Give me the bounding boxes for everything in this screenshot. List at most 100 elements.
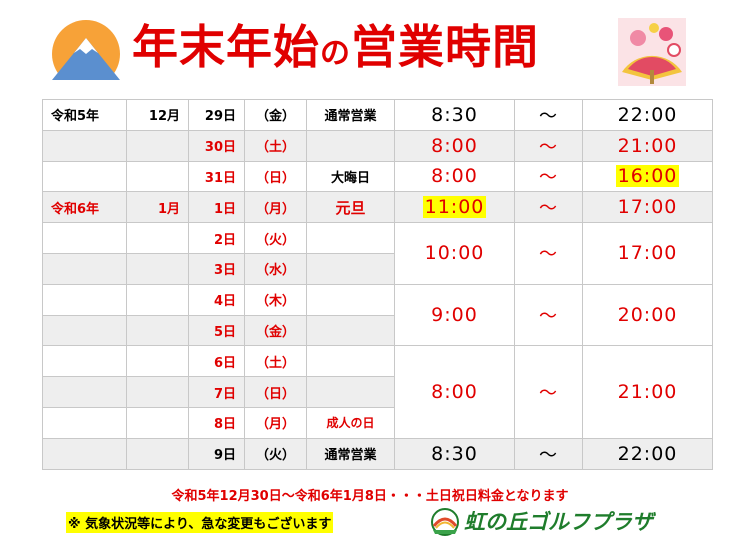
month-cell (126, 406, 189, 439)
day-cell: 5日 (188, 314, 245, 347)
open-time-cell: 8:00 (394, 129, 515, 162)
note-cell: 通常営業 (306, 99, 395, 131)
day-cell: 9日 (188, 437, 245, 470)
era-cell (42, 406, 127, 439)
weekday-cell: （火） (244, 437, 307, 470)
mount-fuji-sunrise-icon (50, 20, 122, 90)
separator-cell: ～ (514, 99, 583, 131)
era-cell (42, 129, 127, 162)
title-tail: 営業時間 (351, 20, 539, 74)
table-row: 31日 （日） 大晦日 8:00 ～ 16:00 (42, 160, 713, 193)
note-cell (306, 129, 395, 162)
weekday-cell: （木） (244, 283, 307, 316)
era-cell (42, 160, 127, 193)
month-cell: 1月 (126, 191, 189, 224)
weekday-cell: （月） (244, 406, 307, 439)
highlighted-time: 11:00 (422, 196, 487, 219)
month-cell (126, 376, 189, 408)
note-cell: 大晦日 (306, 160, 395, 193)
day-cell: 2日 (188, 222, 245, 254)
note-cell (306, 283, 395, 316)
brand-logo: 虹の丘ゴルフプラザ (430, 506, 680, 538)
note-cell: 元旦 (306, 191, 395, 224)
era-cell (42, 283, 127, 316)
separator-cell: ～ (514, 222, 583, 285)
holiday-rate-note: 令和5年12月30日～令和6年1月8日・・・土日祝日料金となります (171, 489, 569, 504)
close-time-cell: 17:00 (582, 222, 713, 285)
month-cell (126, 252, 189, 285)
separator-cell: ～ (514, 437, 583, 470)
close-time-cell: 22:00 (582, 99, 713, 131)
weekday-cell: （火） (244, 222, 307, 254)
weekday-cell: （土） (244, 345, 307, 378)
day-cell: 7日 (188, 376, 245, 408)
era-cell: 令和5年 (42, 99, 127, 131)
title-particle: の (320, 36, 351, 71)
day-cell: 1日 (188, 191, 245, 224)
new-year-fan-icon (618, 18, 686, 86)
era-cell (42, 252, 127, 285)
day-cell: 30日 (188, 129, 245, 162)
table-row: 9日 （火） 通常営業 8:30 ～ 22:00 (42, 437, 713, 470)
open-time-cell: 8:30 (394, 99, 515, 131)
table-row: 4日 （木） 9:00 ～ 20:00 (42, 283, 713, 347)
open-time-cell: 11:00 (394, 191, 515, 224)
close-time-cell: 20:00 (582, 283, 713, 347)
era-cell: 令和6年 (42, 191, 127, 224)
weekday-cell: （金） (244, 99, 307, 131)
day-cell: 6日 (188, 345, 245, 378)
close-time-cell: 16:00 (582, 160, 713, 193)
note-cell (306, 345, 395, 378)
note-cell (306, 252, 395, 285)
separator-cell: ～ (514, 345, 583, 439)
note-cell: 通常営業 (306, 437, 395, 470)
close-time-cell: 17:00 (582, 191, 713, 224)
open-time-cell: 10:00 (394, 222, 515, 285)
business-hours-table: 令和5年 12月 29日 （金） 通常営業 8:30 ～ 22:00 30日 （… (42, 99, 713, 470)
month-cell (126, 129, 189, 162)
month-cell (126, 283, 189, 316)
month-cell (126, 222, 189, 254)
day-cell: 31日 (188, 160, 245, 193)
golf-ball-logo-icon (431, 508, 459, 536)
note-cell (306, 222, 395, 254)
title-main: 年末年始 (132, 20, 320, 74)
month-cell (126, 314, 189, 347)
note-cell: 成人の日 (306, 406, 395, 439)
weather-notice: ※ 気象状況等により、急な変更もございます (66, 512, 334, 533)
month-cell (126, 160, 189, 193)
month-cell (126, 345, 189, 378)
day-cell: 29日 (188, 99, 245, 131)
day-cell: 3日 (188, 252, 245, 285)
close-time-cell: 21:00 (582, 345, 713, 439)
table-row: 令和5年 12月 29日 （金） 通常営業 8:30 ～ 22:00 (42, 99, 713, 131)
separator-cell: ～ (514, 283, 583, 347)
highlighted-time: 16:00 (615, 165, 680, 188)
table-row: 6日 （土） 8:00 ～ 21:00 (42, 345, 713, 439)
era-cell (42, 314, 127, 347)
close-time-cell: 21:00 (582, 129, 713, 162)
weekday-cell: （土） (244, 129, 307, 162)
table-row: 8日 （月） 成人の日 (42, 406, 713, 439)
weekday-cell: （月） (244, 191, 307, 224)
month-cell (126, 437, 189, 470)
separator-cell: ～ (514, 129, 583, 162)
note-cell (306, 376, 395, 408)
era-cell (42, 376, 127, 408)
era-cell (42, 345, 127, 378)
table-row: 7日 （日） (42, 376, 713, 408)
open-time-cell: 9:00 (394, 283, 515, 347)
table-row: 2日 （火） 10:00 ～ 17:00 (42, 222, 713, 285)
month-cell: 12月 (126, 99, 189, 131)
separator-cell: ～ (514, 160, 583, 193)
table-row: 30日 （土） 8:00 ～ 21:00 (42, 129, 713, 162)
weekday-cell: （金） (244, 314, 307, 347)
open-time-cell: 8:00 (394, 160, 515, 193)
open-time-cell: 8:00 (394, 345, 515, 439)
weekday-cell: （日） (244, 376, 307, 408)
close-time-cell: 22:00 (582, 437, 713, 470)
day-cell: 4日 (188, 283, 245, 316)
open-time-cell: 8:30 (394, 437, 515, 470)
table-row: 令和6年 1月 1日 （月） 元旦 11:00 ～ 17:00 (42, 191, 713, 224)
era-cell (42, 222, 127, 254)
